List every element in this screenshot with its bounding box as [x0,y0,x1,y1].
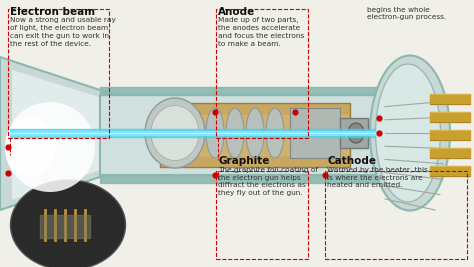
Point [375,131,383,135]
Bar [160,103,350,167]
Text: Cathode: Cathode [327,156,376,166]
Text: Made up of two parts,
the anodes accelerate
and focus the electrons
to make a be: Made up of two parts, the anodes acceler… [218,17,304,47]
Ellipse shape [348,123,364,143]
Ellipse shape [151,105,199,160]
Ellipse shape [145,98,205,168]
Bar [8,9,109,138]
Point [321,173,329,177]
Point [4,145,12,149]
Ellipse shape [266,108,284,158]
Ellipse shape [206,108,224,158]
Ellipse shape [5,117,55,177]
Bar [100,95,390,175]
Point [375,116,383,120]
Text: begins the whole
electron-gun process.: begins the whole electron-gun process. [367,7,447,20]
Ellipse shape [375,64,440,202]
Bar [216,171,308,259]
Text: Anode: Anode [218,7,255,17]
Point [291,110,299,114]
Bar [216,9,308,138]
Text: Graphite: Graphite [218,156,269,166]
Ellipse shape [246,108,264,158]
Bar [290,108,340,158]
Ellipse shape [226,108,244,158]
Ellipse shape [370,56,450,210]
Ellipse shape [5,102,95,192]
Point [211,173,219,177]
Bar [340,118,368,148]
Text: The graphite foil coating of
the electron gun helps
diffract the electrons as
th: The graphite foil coating of the electro… [218,167,318,196]
Point [211,110,219,114]
Ellipse shape [10,180,126,267]
Polygon shape [12,70,115,200]
Text: Electron beam: Electron beam [10,7,96,17]
Point [4,171,12,175]
Bar [325,171,467,259]
Text: Warmed by the heater, this
is where the electrons are
heated and emitted.: Warmed by the heater, this is where the … [327,167,428,189]
Text: Now a strong and usable ray
of light, the electron beam
can exit the gun to work: Now a strong and usable ray of light, th… [10,17,116,47]
Polygon shape [0,57,115,210]
